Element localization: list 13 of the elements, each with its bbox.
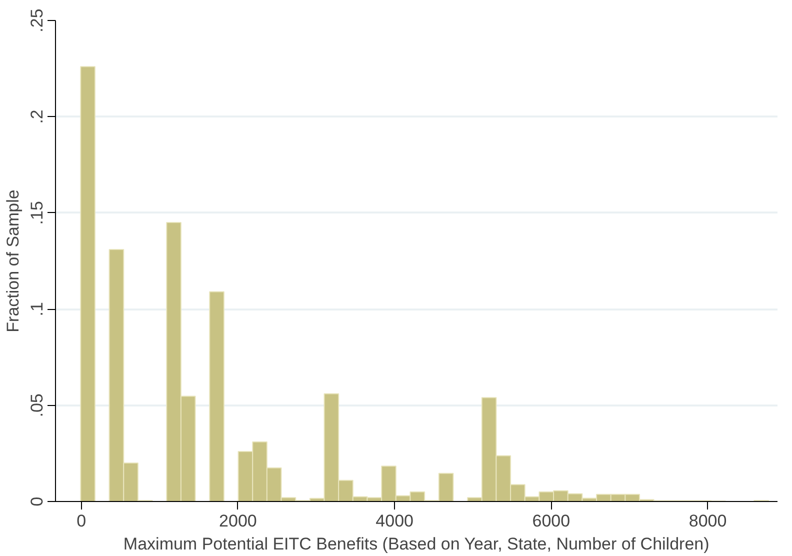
x-tick-label: 0 xyxy=(76,512,86,530)
x-tick-label: 6000 xyxy=(532,512,570,530)
y-axis-title: Fraction of Sample xyxy=(4,190,22,332)
y-tick-label: .25 xyxy=(28,8,46,32)
y-tick-label: .05 xyxy=(28,393,46,418)
y-tick-label: 0 xyxy=(28,496,46,506)
x-tick-label: 8000 xyxy=(688,512,727,530)
y-tick-label: .2 xyxy=(28,110,46,124)
x-tick-label: 4000 xyxy=(376,512,414,530)
x-axis-title: Maximum Potential EITC Benefits (Based on Year, State, Number of Children) xyxy=(123,534,710,554)
y-tick-label: .15 xyxy=(28,201,46,225)
y-tick-label: .1 xyxy=(28,302,46,316)
x-tick-label: 2000 xyxy=(219,512,257,530)
